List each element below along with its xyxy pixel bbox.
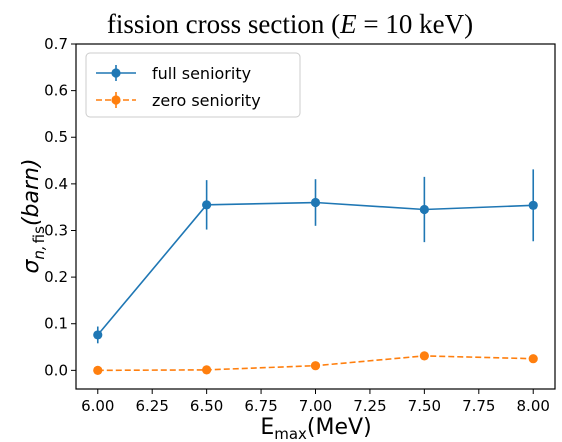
- x-tick-label: 7.50: [408, 397, 441, 415]
- y-tick-label: 0.1: [44, 315, 68, 333]
- y-axis-ticks: 0.0 0.1 0.2 0.3 0.4 0.5 0.6 0.7: [44, 35, 76, 379]
- x-tick-label: 6.75: [244, 397, 277, 415]
- y-tick-label: 0.6: [44, 82, 68, 100]
- series-full-seniority: [93, 169, 538, 344]
- y-tick-label: 0.4: [44, 175, 68, 193]
- series-zero-seniority: [93, 351, 538, 375]
- chart-title-prefix: fission cross section (: [107, 9, 340, 39]
- data-point: [202, 200, 212, 210]
- data-point: [310, 361, 321, 371]
- data-point: [93, 365, 103, 375]
- data-point: [528, 200, 538, 210]
- legend-marker: [111, 95, 121, 105]
- x-tick-label: 8.00: [517, 397, 550, 415]
- legend-marker: [111, 68, 121, 78]
- chart-title-suffix: = 10 keV): [357, 9, 473, 39]
- y-axis-label: σn, fis(barn): [19, 158, 48, 273]
- x-axis-ticks: 6.00 6.25 6.50 6.75 7.00 7.25 7.50 7.75 8.00: [81, 389, 550, 415]
- y-tick-label: 0.7: [44, 35, 68, 53]
- x-tick-label: 7.25: [353, 397, 386, 415]
- x-tick-label: 7.75: [462, 397, 495, 415]
- data-point: [528, 354, 538, 364]
- data-point: [93, 330, 103, 340]
- legend-box: [85, 52, 301, 118]
- series-layer: [93, 169, 538, 375]
- y-axis-label-unit: (barn): [19, 158, 44, 226]
- legend-entries: full seniority zero seniority: [96, 64, 261, 110]
- y-axis-label-sub-n: n,: [30, 245, 48, 259]
- x-tick-label: 7.00: [299, 397, 332, 415]
- x-tick-label: 6.25: [136, 397, 169, 415]
- legend-label: zero seniority: [152, 91, 261, 110]
- x-axis-label-unit: (MeV): [307, 415, 372, 440]
- legend-label: full seniority: [152, 64, 251, 83]
- y-tick-label: 0.3: [44, 221, 68, 239]
- x-axis-label: Emax(MeV): [260, 415, 371, 442]
- y-tick-label: 0.5: [44, 128, 68, 146]
- x-tick-label: 6.50: [190, 397, 223, 415]
- data-point: [419, 204, 429, 215]
- x-tick-label: 6.00: [81, 397, 114, 415]
- chart-title-variable: E: [339, 9, 357, 39]
- y-axis-label-sub-fis: fis: [30, 226, 48, 243]
- chart-title: fission cross section (E = 10 keV): [107, 9, 473, 39]
- y-axis-label-sigma: σ: [19, 259, 44, 274]
- y-tick-label: 0.0: [44, 361, 68, 379]
- data-point: [310, 197, 321, 208]
- data-point: [202, 365, 212, 375]
- legend: full seniority zero seniority: [85, 52, 301, 118]
- x-axis-label-main: E: [260, 415, 274, 440]
- y-tick-label: 0.2: [44, 268, 68, 286]
- x-axis-label-subscript: max: [274, 425, 307, 442]
- data-point: [419, 351, 429, 361]
